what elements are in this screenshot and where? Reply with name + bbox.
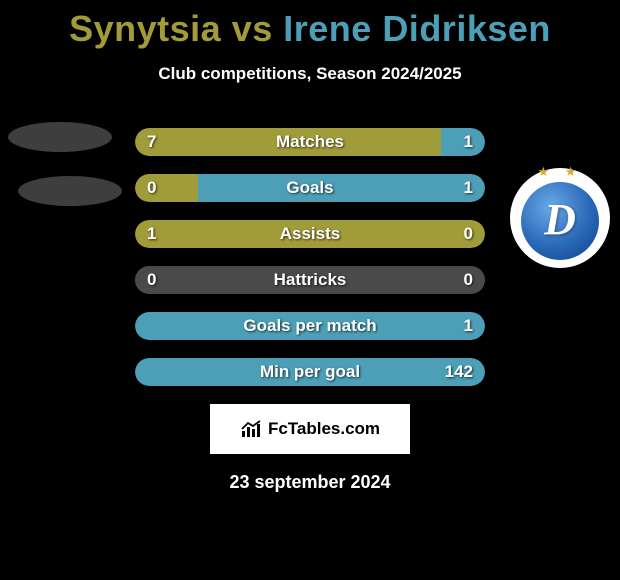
vs-text: vs (232, 8, 273, 49)
stat-label: Min per goal (135, 358, 485, 386)
stat-row: Hattricks0 0 (135, 266, 485, 294)
stat-row: Min per goal142 (135, 358, 485, 386)
stat-row: Goals0 1 (135, 174, 485, 202)
player1-name: Synytsia (69, 8, 221, 49)
stat-value-left: 0 (147, 266, 156, 294)
stat-value-right: 0 (464, 266, 473, 294)
brand-box: FcTables.com (210, 404, 410, 454)
stat-row: Assists1 0 (135, 220, 485, 248)
stat-label: Matches (135, 128, 485, 156)
subtitle-text: Club competitions, Season 2024/2025 (0, 64, 620, 84)
chart-icon (240, 419, 264, 439)
page-title: Synytsia vs Irene Didriksen (0, 0, 620, 50)
player2-name: Irene Didriksen (283, 8, 551, 49)
stat-value-right: 142 (445, 358, 473, 386)
stat-label: Hattricks (135, 266, 485, 294)
stat-row: Matches7 1 (135, 128, 485, 156)
stat-value-left: 0 (147, 174, 156, 202)
stat-label: Goals per match (135, 312, 485, 340)
stat-value-right: 0 (464, 220, 473, 248)
stat-value-right: 1 (464, 174, 473, 202)
comparison-chart: Matches71Goals01Assists10Hattricks00Goal… (0, 128, 620, 386)
stat-value-right: 1 (464, 312, 473, 340)
stat-label: Goals (135, 174, 485, 202)
stat-label: Assists (135, 220, 485, 248)
stat-row: Goals per match1 (135, 312, 485, 340)
brand-text: FcTables.com (268, 419, 380, 439)
date-text: 23 september 2024 (0, 472, 620, 493)
stat-value-left: 1 (147, 220, 156, 248)
stat-value-right: 1 (464, 128, 473, 156)
stat-value-left: 7 (147, 128, 156, 156)
